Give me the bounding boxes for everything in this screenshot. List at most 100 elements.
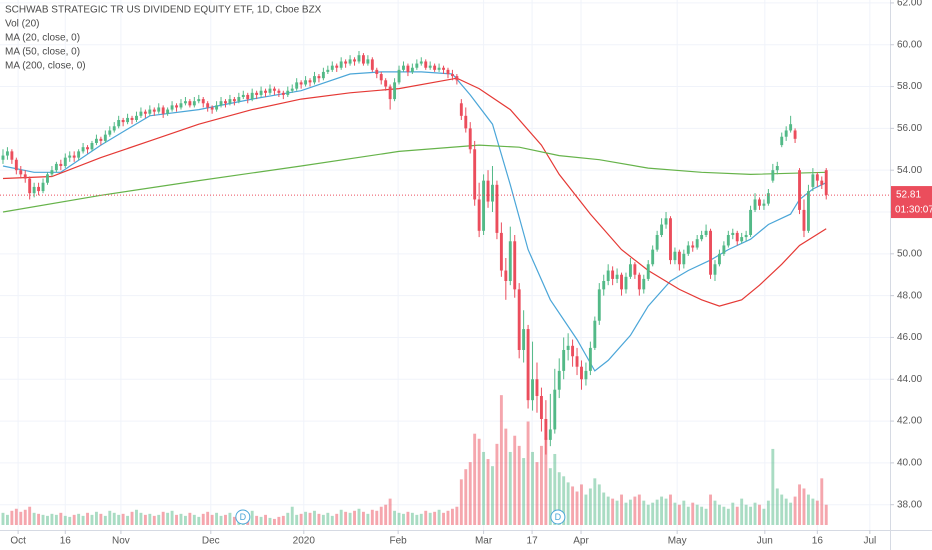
candle-body	[361, 55, 365, 64]
candle-body	[335, 65, 339, 68]
candle-body	[780, 136, 784, 146]
grid	[0, 0, 890, 530]
volume-bar	[744, 504, 748, 525]
candle-body	[535, 379, 539, 396]
y-tick-label: 50.00	[897, 248, 922, 259]
volume-bar	[740, 498, 744, 525]
candle-body	[139, 111, 143, 116]
candle-body	[669, 218, 672, 261]
candle-body	[735, 232, 739, 242]
candle-body	[468, 128, 472, 150]
candle-body	[691, 245, 695, 248]
candle-body	[455, 76, 459, 81]
volume-bar	[615, 500, 619, 525]
volume-bar	[611, 498, 615, 525]
candle-body	[566, 345, 570, 350]
volume-bar	[188, 512, 192, 525]
volume-bar	[651, 502, 655, 525]
candle-body	[54, 163, 58, 171]
candle-body	[695, 239, 699, 248]
volume-bar	[28, 506, 32, 525]
volume-bar	[37, 513, 41, 525]
volume-bar	[646, 504, 650, 525]
candle-body	[686, 245, 690, 254]
candle-body	[112, 126, 116, 131]
volume-bar	[517, 445, 521, 525]
volume-bar	[286, 512, 290, 525]
y-tick-label: 44.00	[897, 374, 922, 385]
volume-bar	[669, 494, 672, 525]
volume-bar	[735, 506, 739, 525]
y-tick-label: 38.00	[897, 499, 922, 510]
candle-body	[802, 209, 806, 231]
candle-body	[571, 345, 575, 357]
candle-body	[210, 107, 214, 110]
candle-body	[143, 111, 147, 114]
candle-body	[482, 180, 486, 231]
volume-bar	[183, 515, 187, 525]
candle-body	[615, 274, 619, 279]
candle-body	[63, 157, 67, 167]
volume-bar	[148, 513, 152, 525]
candle-body	[157, 107, 161, 112]
candle-body	[758, 199, 761, 206]
volume-bar	[580, 484, 583, 525]
volume-bar	[620, 494, 623, 525]
candle-body	[504, 270, 508, 281]
volume-bar	[811, 498, 815, 525]
candle-body	[108, 130, 112, 135]
candle-body	[393, 82, 397, 100]
candle-body	[415, 63, 419, 68]
candle-body	[557, 370, 561, 390]
candle-body	[86, 147, 89, 150]
volume-bar	[290, 506, 294, 525]
y-tick-label: 58.00	[897, 81, 922, 92]
volume-bar	[5, 514, 9, 525]
candle-body	[815, 174, 819, 181]
x-tick-label: 17	[527, 536, 539, 547]
volume-bar	[90, 514, 94, 525]
candle-body	[522, 329, 526, 350]
candle-body	[59, 163, 63, 167]
volume-bar	[700, 506, 704, 525]
candle-body	[642, 278, 646, 290]
candle-body	[192, 101, 196, 106]
candle-body	[660, 224, 664, 235]
candle-body	[215, 105, 219, 110]
volume-bar	[259, 516, 263, 525]
candle-body	[717, 253, 721, 265]
candle-body	[14, 159, 18, 171]
volume-bar	[353, 510, 356, 525]
candle-body	[491, 184, 494, 202]
candle-body	[464, 115, 468, 129]
candle-body	[731, 232, 735, 235]
last-price-label: 52.81	[896, 190, 921, 201]
volume-bar	[731, 502, 735, 525]
volume-bar	[14, 508, 18, 525]
x-tick-label: Mar	[475, 536, 493, 547]
candle-body	[50, 170, 54, 175]
volume-bar	[722, 506, 726, 525]
candle-body	[304, 80, 308, 85]
volume-bar	[566, 482, 570, 525]
volume-bar	[628, 499, 632, 525]
volume-bar	[175, 514, 178, 525]
candle-body	[477, 199, 481, 231]
candle-body	[775, 166, 779, 171]
volume-bar	[152, 515, 156, 525]
volume-bar	[170, 510, 174, 525]
candle-body	[766, 193, 770, 204]
volume-bar	[437, 509, 441, 525]
volume-bar	[508, 451, 512, 525]
candle-body	[637, 274, 641, 290]
candle-body	[499, 232, 503, 271]
candle-body	[709, 230, 712, 275]
volume-bar	[308, 512, 312, 525]
candle-body	[562, 349, 566, 371]
legend-entry: MA (20, close, 0)	[5, 33, 80, 44]
volume-bar	[762, 508, 766, 525]
candle-body	[348, 59, 352, 64]
volume-bar	[473, 433, 477, 525]
volume-bar	[32, 512, 36, 525]
volume-bar	[219, 515, 223, 525]
